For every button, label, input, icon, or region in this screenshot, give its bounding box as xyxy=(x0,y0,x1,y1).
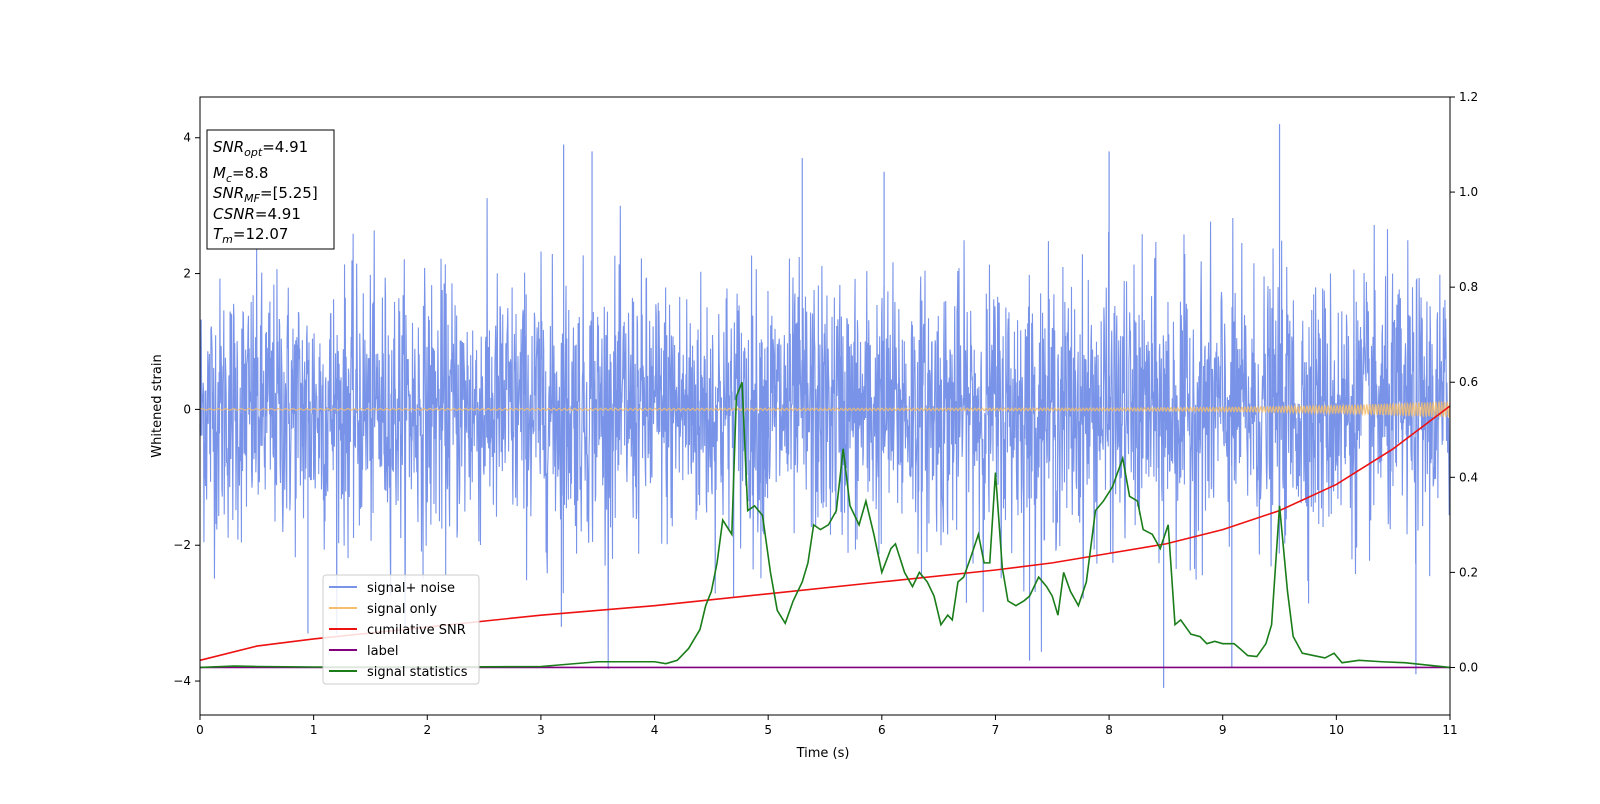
y-tick-label: 2 xyxy=(183,267,191,281)
y2-tick-label: 1.0 xyxy=(1459,185,1478,199)
y-tick-label: −4 xyxy=(173,674,191,688)
x-tick-label: 1 xyxy=(310,723,318,737)
legend-label-signal-noise: signal+ noise xyxy=(367,581,455,596)
legend-entry-signal-statistics: signal statistics xyxy=(329,665,468,680)
x-tick-label: 7 xyxy=(992,723,1000,737)
x-tick-label: 11 xyxy=(1442,723,1457,737)
annotation-tm: Tm=12.07 xyxy=(213,225,288,246)
legend: signal+ noise signal only cumilative SNR… xyxy=(322,574,480,685)
legend-label-cumulative-snr: cumilative SNR xyxy=(367,623,466,638)
y-tick-label: 4 xyxy=(183,131,191,145)
annotation-snr-mf: SNRMF=[5.25] xyxy=(213,184,318,205)
legend-label-signal-statistics: signal statistics xyxy=(367,665,468,680)
x-axis-label: Time (s) xyxy=(796,746,850,761)
y2-tick-label: 1.2 xyxy=(1459,90,1478,104)
y2-tick-label: 0.4 xyxy=(1459,470,1478,484)
y2-tick-label: 0.0 xyxy=(1459,660,1478,674)
y2-tick-label: 0.6 xyxy=(1459,375,1478,389)
legend-entry-cumulative-snr: cumilative SNR xyxy=(329,623,466,638)
x-tick-label: 3 xyxy=(537,723,545,737)
annotation-mc: Mc=8.8 xyxy=(213,164,268,185)
y-tick-label: −2 xyxy=(173,538,191,552)
series-signal-only xyxy=(199,400,1451,419)
legend-entry-signal-noise: signal+ noise xyxy=(329,581,455,596)
signal-only-layer xyxy=(199,400,1451,419)
legend-label-label: label xyxy=(367,644,398,659)
x-tick-label: 8 xyxy=(1105,723,1113,737)
y2-tick-label: 0.8 xyxy=(1459,280,1478,294)
x-tick-label: 9 xyxy=(1219,723,1227,737)
x-tick-label: 2 xyxy=(423,723,431,737)
legend-entry-signal-only: signal only xyxy=(329,602,437,617)
legend-box xyxy=(322,574,480,685)
annotation-box: SNRopt=4.91 Mc=8.8 SNRMF=[5.25] CSNR=4.9… xyxy=(206,129,335,250)
y2-tick-label: 0.2 xyxy=(1459,565,1478,579)
signal-noise-layer xyxy=(199,124,1451,688)
x-tick-label: 10 xyxy=(1329,723,1344,737)
series-signal-noise xyxy=(199,198,1451,669)
legend-entry-label: label xyxy=(329,644,398,659)
x-tick-label: 5 xyxy=(764,723,772,737)
annotation-snr-opt: SNRopt=4.91 xyxy=(213,138,308,159)
x-tick-label: 4 xyxy=(651,723,659,737)
annotation-csnr: CSNR=4.91 xyxy=(213,205,301,223)
axes-layer: 0 1 2 3 4 5 6 7 8 9 10 11 −4 −2 0 2 4 0.0 0.2 0.4 0.6 0.8 1.0 1… xyxy=(173,90,1478,737)
x-tick-label: 6 xyxy=(878,723,886,737)
y-tick-label: 0 xyxy=(183,402,191,416)
plot-frame xyxy=(199,96,1451,716)
legend-label-signal-only: signal only xyxy=(367,602,437,617)
series-signal-statistics xyxy=(199,381,1451,669)
y-axis-label: Whitened strain xyxy=(150,354,165,457)
x-tick-label: 0 xyxy=(196,723,204,737)
